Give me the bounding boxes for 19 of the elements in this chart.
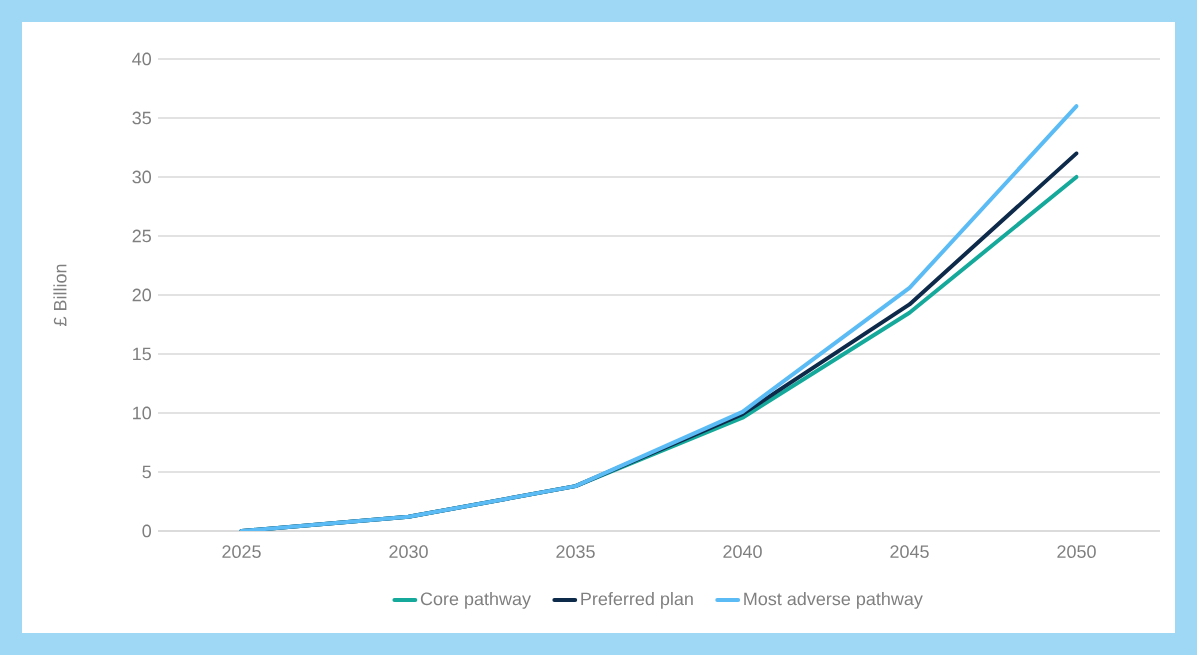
- y-tick-label: 5: [142, 465, 151, 479]
- legend-label: Preferred plan: [581, 592, 693, 609]
- y-tick-label: 35: [132, 111, 151, 125]
- y-tick-label: 40: [132, 52, 152, 66]
- x-tick-label: 2045: [890, 545, 929, 558]
- x-tick-label: 2030: [389, 545, 428, 558]
- legend-label: Most adverse pathway: [744, 592, 923, 609]
- x-tick-label: 2035: [556, 545, 595, 558]
- x-tick-label: 2025: [222, 545, 261, 558]
- y-tick-label: 25: [132, 229, 151, 243]
- y-axis-title: £ Billion: [53, 264, 67, 326]
- legend-label: Core pathway: [420, 592, 531, 609]
- x-tick-label: 2040: [723, 545, 762, 558]
- y-tick-label: 0: [142, 524, 152, 538]
- y-tick-label: 20: [132, 288, 152, 302]
- x-tick-label: 2050: [1057, 545, 1096, 558]
- y-tick-label: 30: [132, 170, 152, 184]
- y-tick-label: 10: [133, 406, 152, 420]
- y-tick-label: 15: [133, 347, 151, 361]
